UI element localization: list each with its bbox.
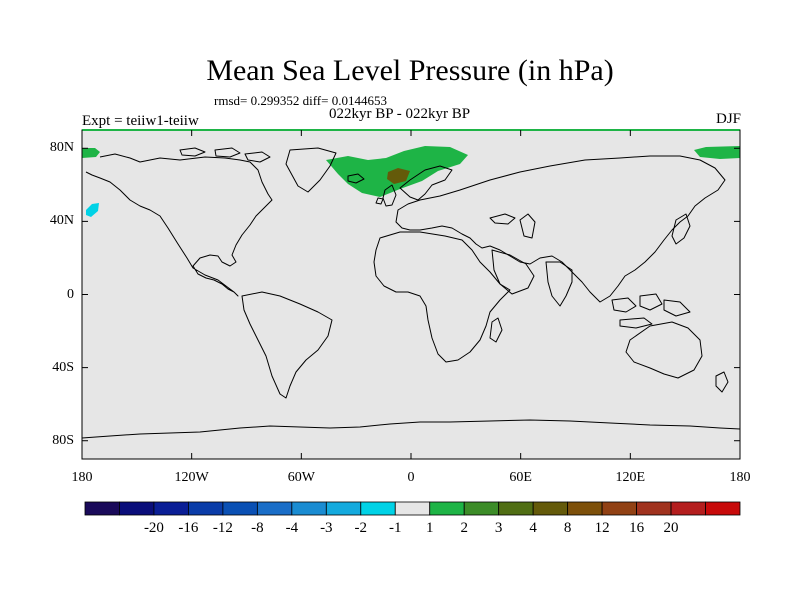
- coast-new-zealand: [715, 371, 729, 393]
- experiment-label: Expt = teiiw1-teiiw: [82, 113, 199, 129]
- coast-greenland: [285, 147, 337, 193]
- coast-scandinavia: [399, 165, 453, 201]
- coast-africa: [373, 231, 511, 363]
- coast-iceland: [347, 173, 365, 184]
- colorbar-tick-label: 20: [663, 520, 679, 536]
- colorbar-tick-label: -8: [251, 520, 264, 536]
- colorbar-tick-label: 4: [529, 520, 537, 536]
- colorbar-tick-label: -16: [178, 520, 199, 536]
- colorbar-tick-label: 16: [629, 520, 645, 536]
- coast-british-isles: [375, 184, 397, 207]
- lon-tick-label: 60W: [287, 470, 315, 485]
- lon-tick-label: 0: [407, 470, 415, 485]
- colorbar-tick-label: 8: [563, 520, 572, 536]
- colorbar-swatch: [705, 501, 741, 516]
- coast-australia: [625, 321, 703, 379]
- colorbar-swatch: [636, 501, 672, 516]
- anomaly-region-north-pacific: [86, 203, 99, 217]
- colorbar-tick-label: 3: [494, 520, 503, 536]
- colorbar: [84, 501, 741, 516]
- colorbar-swatch: [394, 501, 431, 516]
- colorbar-swatch: [360, 501, 396, 516]
- coast-india: [545, 261, 573, 307]
- lat-tick-label: 80N: [49, 140, 74, 156]
- lat-tick-label: 40N: [49, 213, 74, 229]
- coast-southeast-asia: [611, 293, 691, 329]
- coast-madagascar: [489, 317, 503, 343]
- colorbar-swatch: [153, 501, 189, 516]
- lon-tick-label: 180: [71, 470, 93, 485]
- coast-arctic-islands: [179, 147, 271, 163]
- colorbar-swatch: [601, 501, 637, 516]
- colorbar-swatch: [567, 501, 603, 516]
- colorbar-tick-label: -3: [320, 520, 333, 536]
- lat-tick-label: 0: [67, 286, 74, 302]
- anomaly-shading: [82, 146, 740, 217]
- coast-north-america: [85, 153, 273, 297]
- colorbar-tick-label: 1: [425, 520, 434, 536]
- colorbar-swatch: [256, 501, 293, 516]
- lon-tick-label: 60E: [509, 470, 532, 485]
- colorbar-swatch: [291, 501, 327, 516]
- colorbar-swatch: [84, 501, 120, 516]
- season-label: DJF: [715, 111, 741, 127]
- colorbar-swatch: [188, 501, 224, 516]
- coast-japan: [671, 213, 691, 245]
- colorbar-swatch: [429, 501, 465, 516]
- coast-antarctica: [81, 419, 741, 439]
- map-title: Mean Sea Level Pressure (in hPa): [206, 54, 614, 87]
- axis-ticks: [81, 130, 741, 459]
- lon-tick-label: 120E: [615, 470, 646, 485]
- colorbar-swatch: [532, 501, 569, 516]
- colorbar-tick-label: -20: [143, 520, 164, 536]
- colorbar-tick-label: -4: [285, 520, 299, 536]
- colorbar-swatch: [498, 501, 534, 516]
- period-subtitle: 022kyr BP - 022kyr BP: [329, 106, 471, 122]
- anomaly-region-ne-corner: [694, 146, 740, 159]
- coast-south-america: [241, 291, 333, 399]
- colorbar-swatch: [463, 501, 500, 516]
- colorbar-tick-label: -2: [354, 520, 368, 536]
- colorbar-tick-label: -12: [212, 520, 233, 536]
- lat-tick-label: 80S: [52, 432, 74, 448]
- colorbar-swatch: [119, 501, 155, 516]
- colorbar-tick-label: 2: [460, 520, 468, 536]
- coast-black-sea: [489, 213, 516, 225]
- colorbar-swatch: [222, 501, 258, 516]
- anomaly-region-core: [387, 168, 410, 184]
- coast-caspian-sea: [519, 213, 536, 239]
- colorbar-swatch: [325, 501, 362, 516]
- colorbar-tick-label: 12: [594, 520, 610, 536]
- lat-tick-label: 40S: [52, 359, 74, 375]
- coastlines: [81, 147, 741, 439]
- anomaly-region-nw-corner: [82, 148, 100, 158]
- lon-tick-label: 120W: [174, 470, 209, 485]
- coast-eurasia: [395, 155, 726, 303]
- coast-arabia: [491, 249, 535, 295]
- colorbar-swatch: [670, 501, 706, 516]
- lon-tick-label: 180: [729, 470, 751, 485]
- colorbar-tick-label: -1: [389, 520, 402, 536]
- stats-text: rmsd= 0.299352 diff= 0.0144653: [214, 93, 387, 108]
